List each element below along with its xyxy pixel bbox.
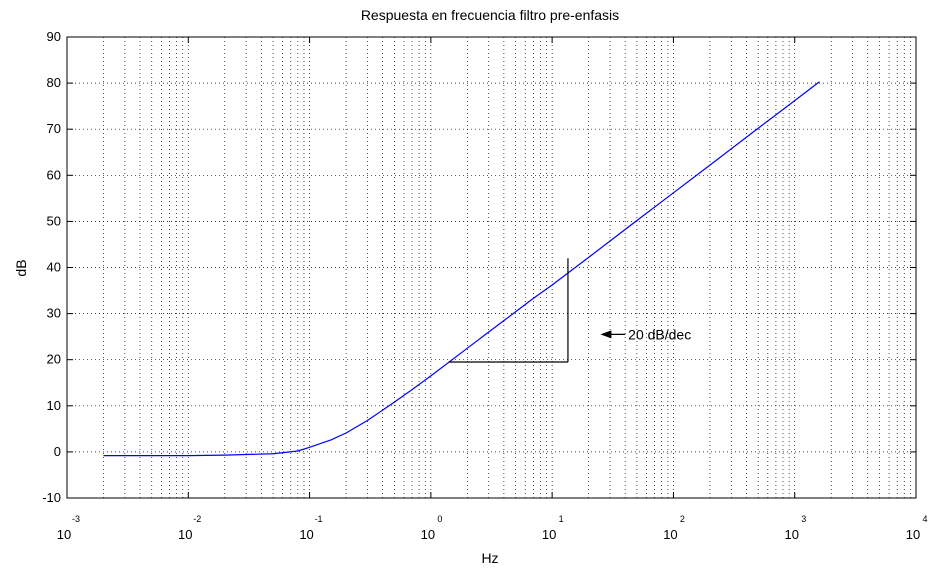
- slope-label: 20 dB/dec: [628, 326, 691, 342]
- y-tick-label: 50: [47, 213, 61, 228]
- x-tick-label: 10: [421, 527, 435, 542]
- x-tick-label: 10: [663, 527, 677, 542]
- y-tick-label: 40: [47, 260, 61, 275]
- chart-title: Respuesta en frecuencia filtro pre-enfas…: [361, 7, 619, 23]
- plot-frame: [66, 36, 917, 499]
- x-tick-exponent: -1: [315, 514, 323, 524]
- y-tick-label: 80: [47, 75, 61, 90]
- x-tick-exponent: 0: [437, 514, 442, 524]
- y-tick-label: 60: [47, 167, 61, 182]
- y-axis-label: dB: [13, 259, 29, 276]
- y-tick-label: 90: [47, 29, 61, 44]
- x-axis-label: Hz: [481, 550, 498, 566]
- x-tick-exponent: 4: [922, 514, 927, 524]
- x-tick-label: 10: [784, 527, 798, 542]
- y-tick-label: -10: [42, 490, 61, 505]
- grid: [66, 36, 917, 499]
- x-tick-exponent: 2: [680, 514, 685, 524]
- y-tick-label: 0: [54, 444, 61, 459]
- y-tick-label: 70: [47, 121, 61, 136]
- y-tick-label: 20: [47, 352, 61, 367]
- x-tick-exponent: 3: [801, 514, 806, 524]
- response-curve: [103, 81, 820, 457]
- x-tick-label: 10: [299, 527, 313, 542]
- x-tick-label: 10: [906, 527, 920, 542]
- x-tick-exponent: -3: [72, 514, 80, 524]
- x-tick-label: 10: [57, 527, 71, 542]
- y-tick-label: 10: [47, 398, 61, 413]
- y-tick-label: 30: [47, 306, 61, 321]
- axis-ticks: -10010203040506070809010-310-210-1100101…: [42, 29, 927, 542]
- x-tick-label: 10: [542, 527, 556, 542]
- x-tick-exponent: -2: [193, 514, 201, 524]
- arrow-head: [600, 330, 612, 339]
- x-tick-label: 10: [178, 527, 192, 542]
- x-tick-exponent: 1: [559, 514, 564, 524]
- slope-annotation: 20 dB/dec: [448, 258, 691, 363]
- series-layer: [103, 81, 820, 457]
